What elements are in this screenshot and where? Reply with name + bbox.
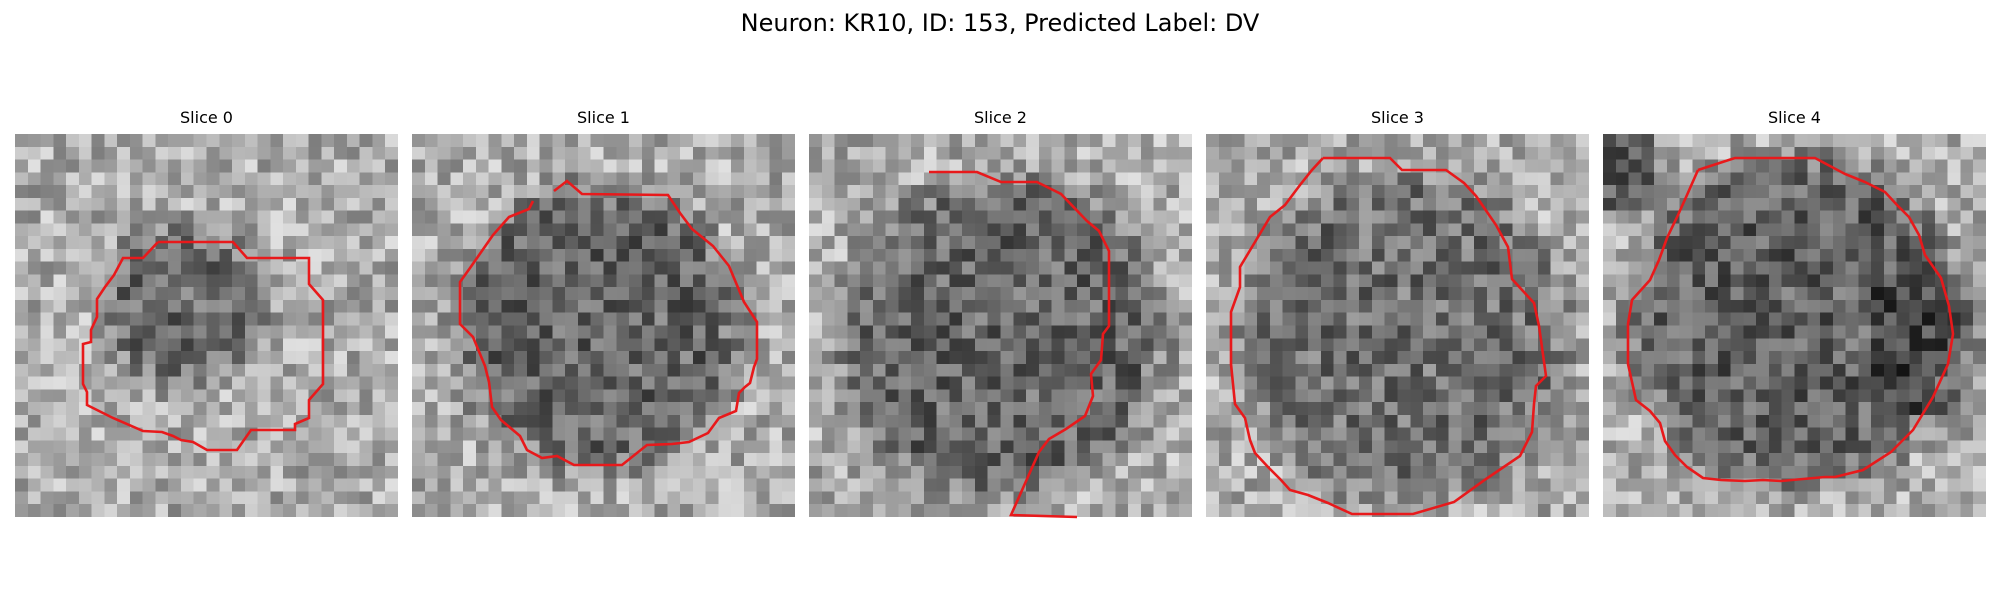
roi-contour-4 (1626, 156, 1955, 483)
slice-image-1 (412, 134, 795, 517)
contour-overlay-4 (1626, 156, 1955, 483)
slice-panel-4: Slice 4 (1603, 108, 1986, 517)
contour-overlay-3 (1229, 156, 1548, 516)
slice-panel-1: Slice 1 (412, 108, 795, 517)
slice-image-3 (1206, 134, 1589, 517)
slice-image-4 (1603, 134, 1986, 517)
slice-title-0: Slice 0 (180, 108, 233, 127)
slice-panel-2: Slice 2 (809, 108, 1192, 519)
roi-contour-1 (458, 179, 759, 467)
slice-panel-0: Slice 0 (15, 108, 398, 517)
slice-panel-3: Slice 3 (1206, 108, 1589, 517)
roi-contour-0 (81, 240, 325, 452)
slice-title-1: Slice 1 (577, 108, 630, 127)
slice-image-2 (809, 134, 1192, 517)
slice-title-4: Slice 4 (1768, 108, 1821, 127)
roi-contour-3 (1229, 156, 1548, 516)
slice-title-3: Slice 3 (1371, 108, 1424, 127)
slice-title-2: Slice 2 (974, 108, 1027, 127)
contour-overlay-2 (929, 170, 1111, 519)
contour-overlay-1 (458, 179, 759, 467)
slice-image-0 (15, 134, 398, 517)
contour-overlay-0 (81, 240, 325, 452)
roi-contour-2 (929, 170, 1111, 519)
figure-title: Neuron: KR10, ID: 153, Predicted Label: … (740, 9, 1260, 37)
